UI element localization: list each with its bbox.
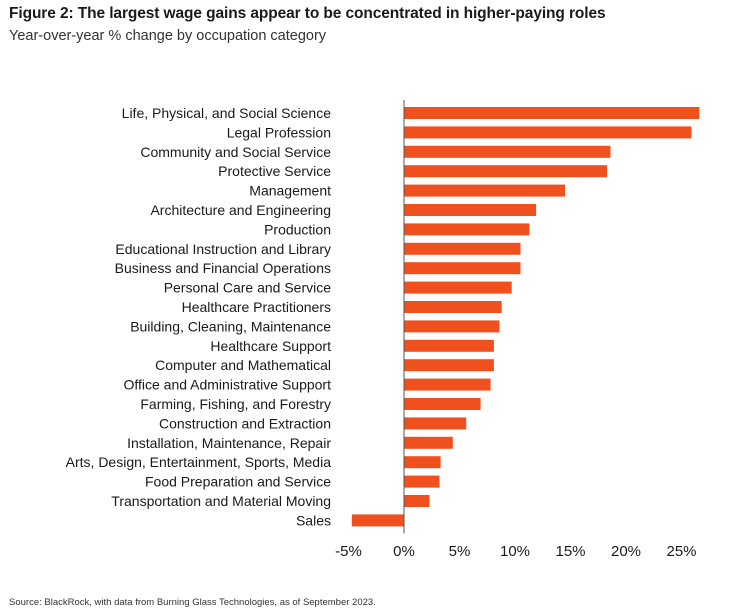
bar <box>351 514 404 527</box>
category-label: Sales <box>296 512 331 528</box>
bar <box>404 107 700 119</box>
category-label: Transportation and Material Moving <box>111 493 331 509</box>
category-label: Architecture and Engineering <box>150 202 331 218</box>
category-label: Healthcare Support <box>210 338 331 354</box>
category-label: Production <box>264 221 331 237</box>
bar <box>404 223 530 236</box>
category-label: Building, Cleaning, Maintenance <box>130 318 331 334</box>
source-note: Source: BlackRock, with data from Burnin… <box>9 597 376 608</box>
category-label: Computer and Mathematical <box>155 357 331 373</box>
category-label: Installation, Maintenance, Repair <box>127 435 331 451</box>
bar <box>404 417 467 430</box>
bar <box>404 126 692 139</box>
x-tick-labels: -5% 0% 5% 10% 15% 20% 25% <box>335 543 696 560</box>
category-label: Personal Care and Service <box>164 280 332 296</box>
bar <box>404 184 565 197</box>
category-label: Educational Instruction and Library <box>115 241 331 257</box>
bar <box>404 456 441 469</box>
x-tick-label: 20% <box>611 543 641 560</box>
bar <box>404 320 500 333</box>
category-label: Healthcare Practitioners <box>182 299 331 315</box>
x-tick-label: 10% <box>500 543 530 560</box>
category-label: Arts, Design, Entertainment, Sports, Med… <box>66 454 332 470</box>
bar <box>404 378 491 391</box>
category-label: Food Preparation and Service <box>145 474 331 490</box>
bar <box>404 204 537 216</box>
bar <box>404 262 521 275</box>
category-label: Farming, Fishing, and Forestry <box>140 396 331 412</box>
bar <box>404 281 512 294</box>
bar-chart: Life, Physical, and Social Science Legal … <box>66 100 700 560</box>
bar <box>404 475 440 488</box>
category-label: Management <box>249 183 331 199</box>
category-label: Life, Physical, and Social Science <box>122 105 332 121</box>
chart-title: Figure 2: The largest wage gains appear … <box>9 5 606 22</box>
bar <box>404 301 502 313</box>
bar <box>404 359 494 372</box>
category-label: Community and Social Service <box>140 144 331 160</box>
chart-subtitle: Year-over-year % change by occupation ca… <box>9 28 327 44</box>
x-tick-label: 0% <box>393 543 415 560</box>
bar <box>404 339 494 352</box>
bar <box>404 495 430 507</box>
bars-group <box>351 107 700 527</box>
category-label: Construction and Extraction <box>159 415 331 431</box>
x-tick-label: 15% <box>555 543 585 560</box>
category-label: Protective Service <box>218 163 331 179</box>
category-label: Legal Profession <box>227 124 331 140</box>
bar <box>404 165 608 178</box>
bar <box>404 242 521 255</box>
category-label: Office and Administrative Support <box>123 377 331 393</box>
bar <box>404 145 611 158</box>
x-tick-label: 5% <box>449 543 471 560</box>
x-tick-label: 25% <box>666 543 696 560</box>
bar <box>404 436 453 449</box>
x-tick-label: -5% <box>335 543 362 560</box>
category-labels: Life, Physical, and Social Science Legal … <box>66 105 332 528</box>
category-label: Business and Financial Operations <box>115 260 331 276</box>
bar <box>404 398 481 410</box>
